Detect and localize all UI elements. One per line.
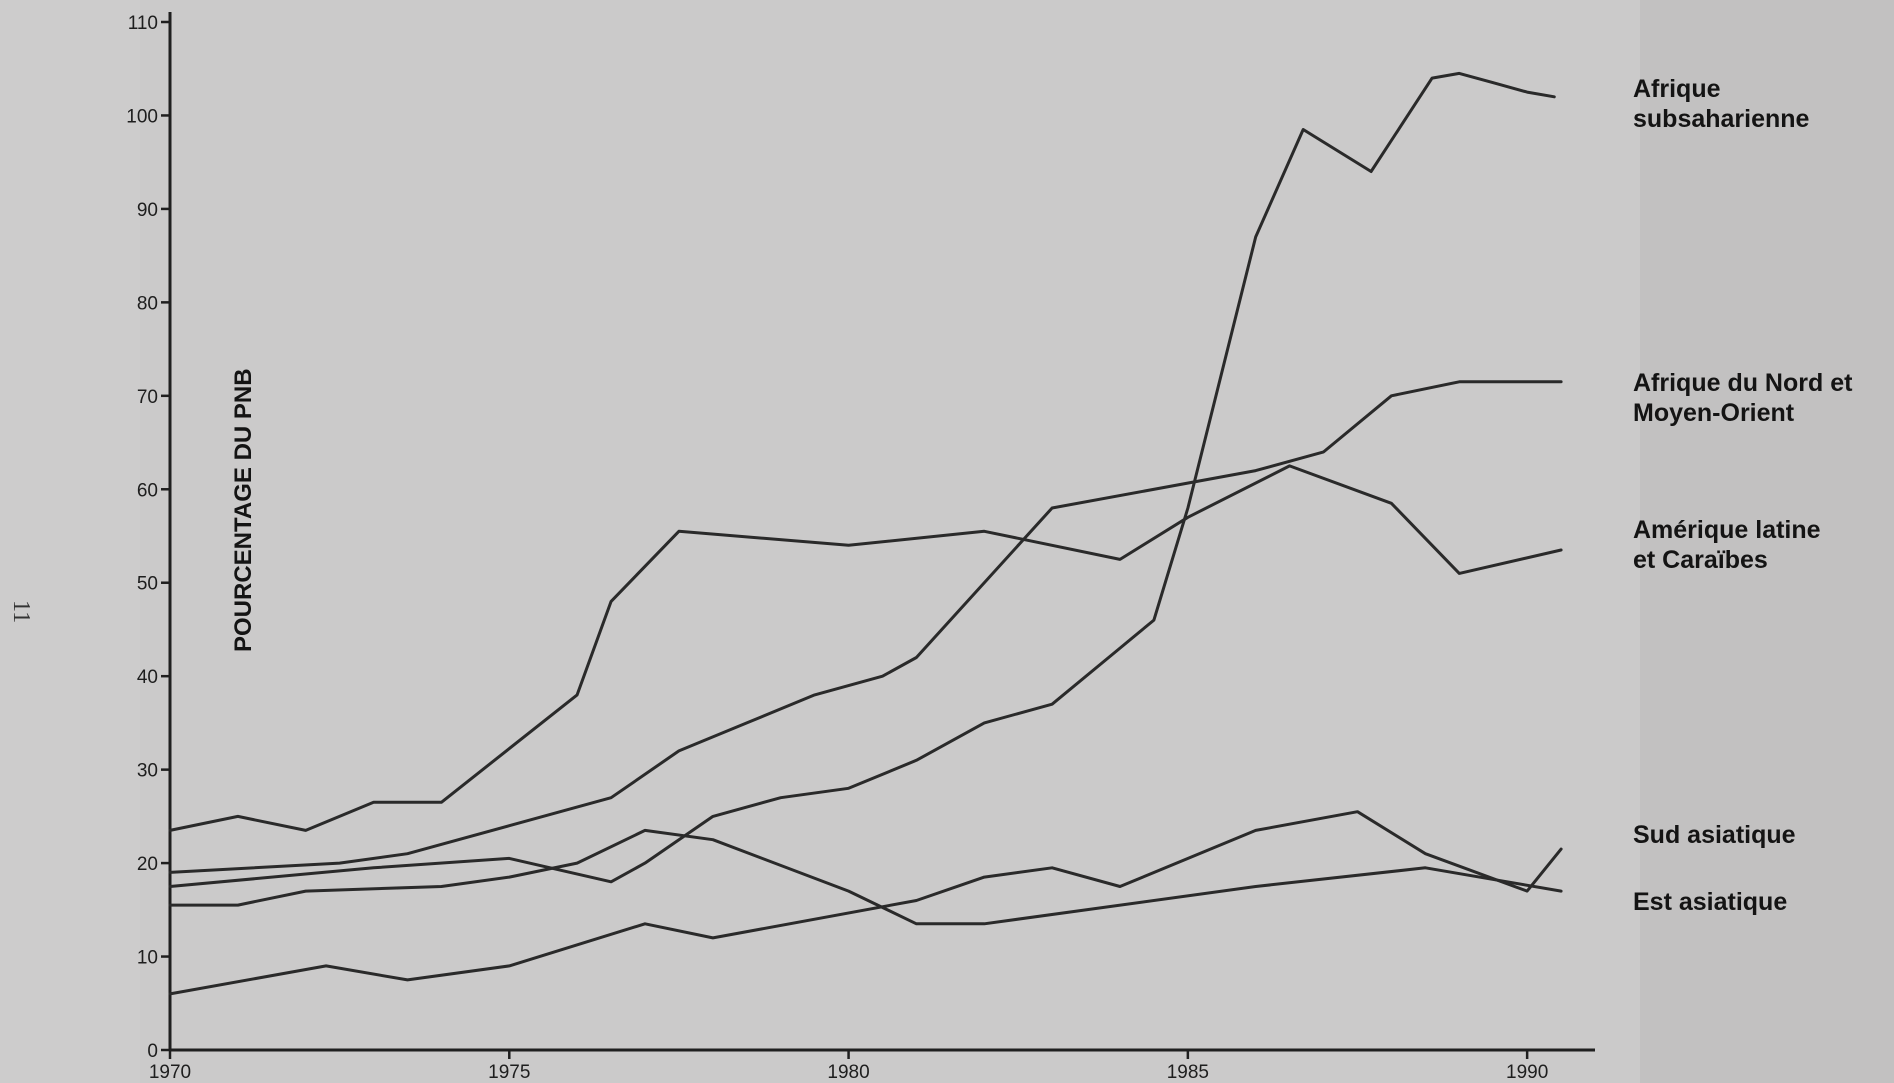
y-tick-label: 20	[137, 854, 158, 875]
series-label-afrique-subsaharienne: subsaharienne	[1633, 105, 1810, 133]
series-line-sud-asiatique	[168, 810, 1563, 996]
y-tick-label: 30	[137, 761, 158, 782]
y-tick-label: 100	[126, 106, 158, 127]
y-tick-label: 10	[137, 948, 158, 969]
x-tick-label: 1985	[1167, 1062, 1209, 1083]
x-tick-label: 1980	[827, 1062, 869, 1083]
y-tick-label: 40	[137, 667, 158, 688]
x-tick-label: 1975	[488, 1062, 530, 1083]
axes	[168, 12, 1595, 1052]
y-axis-ticks: 0 10 20 30 40 50 60 70 80 90 100 110	[126, 13, 170, 1062]
y-tick-label: 80	[137, 293, 158, 314]
x-tick-label: 1990	[1506, 1062, 1548, 1083]
series-label-amerique-latine-et-caraibes: Amérique latine	[1633, 516, 1821, 544]
series-label-amerique-latine-et-caraibes: et Caraïbes	[1633, 546, 1768, 574]
y-tick-label: 50	[137, 574, 158, 595]
x-axis-ticks: 1970 1975 1980 1985 1990	[149, 1050, 1548, 1083]
x-tick-label: 1970	[149, 1062, 191, 1083]
series-label-afrique-subsaharienne: Afrique	[1633, 75, 1721, 103]
series-line-est-asiatique	[168, 828, 1563, 926]
y-axis-label: POURCENTAGE DU PNB	[230, 368, 257, 652]
y-tick-label: 70	[137, 387, 158, 408]
series-line-afrique-subsaharienne	[168, 71, 1556, 888]
y-tick-label: 0	[147, 1041, 158, 1062]
series-lines	[168, 71, 1563, 996]
y-tick-label: 60	[137, 480, 158, 501]
series-label-sud-asiatique: Sud asiatique	[1633, 821, 1796, 849]
y-tick-label: 90	[137, 200, 158, 221]
series-label-afrique-du-nord-et-moyen-orient: Moyen-Orient	[1633, 399, 1795, 427]
series-label-afrique-du-nord-et-moyen-orient: Afrique du Nord et	[1633, 369, 1853, 397]
series-line-amerique-latine-et-caraibes	[168, 464, 1563, 832]
series-label-est-asiatique: Est asiatique	[1633, 888, 1787, 916]
y-tick-label: 110	[128, 13, 158, 34]
page-number: 11	[8, 600, 34, 623]
series-line-afrique-du-nord-et-moyen-orient	[168, 380, 1563, 874]
